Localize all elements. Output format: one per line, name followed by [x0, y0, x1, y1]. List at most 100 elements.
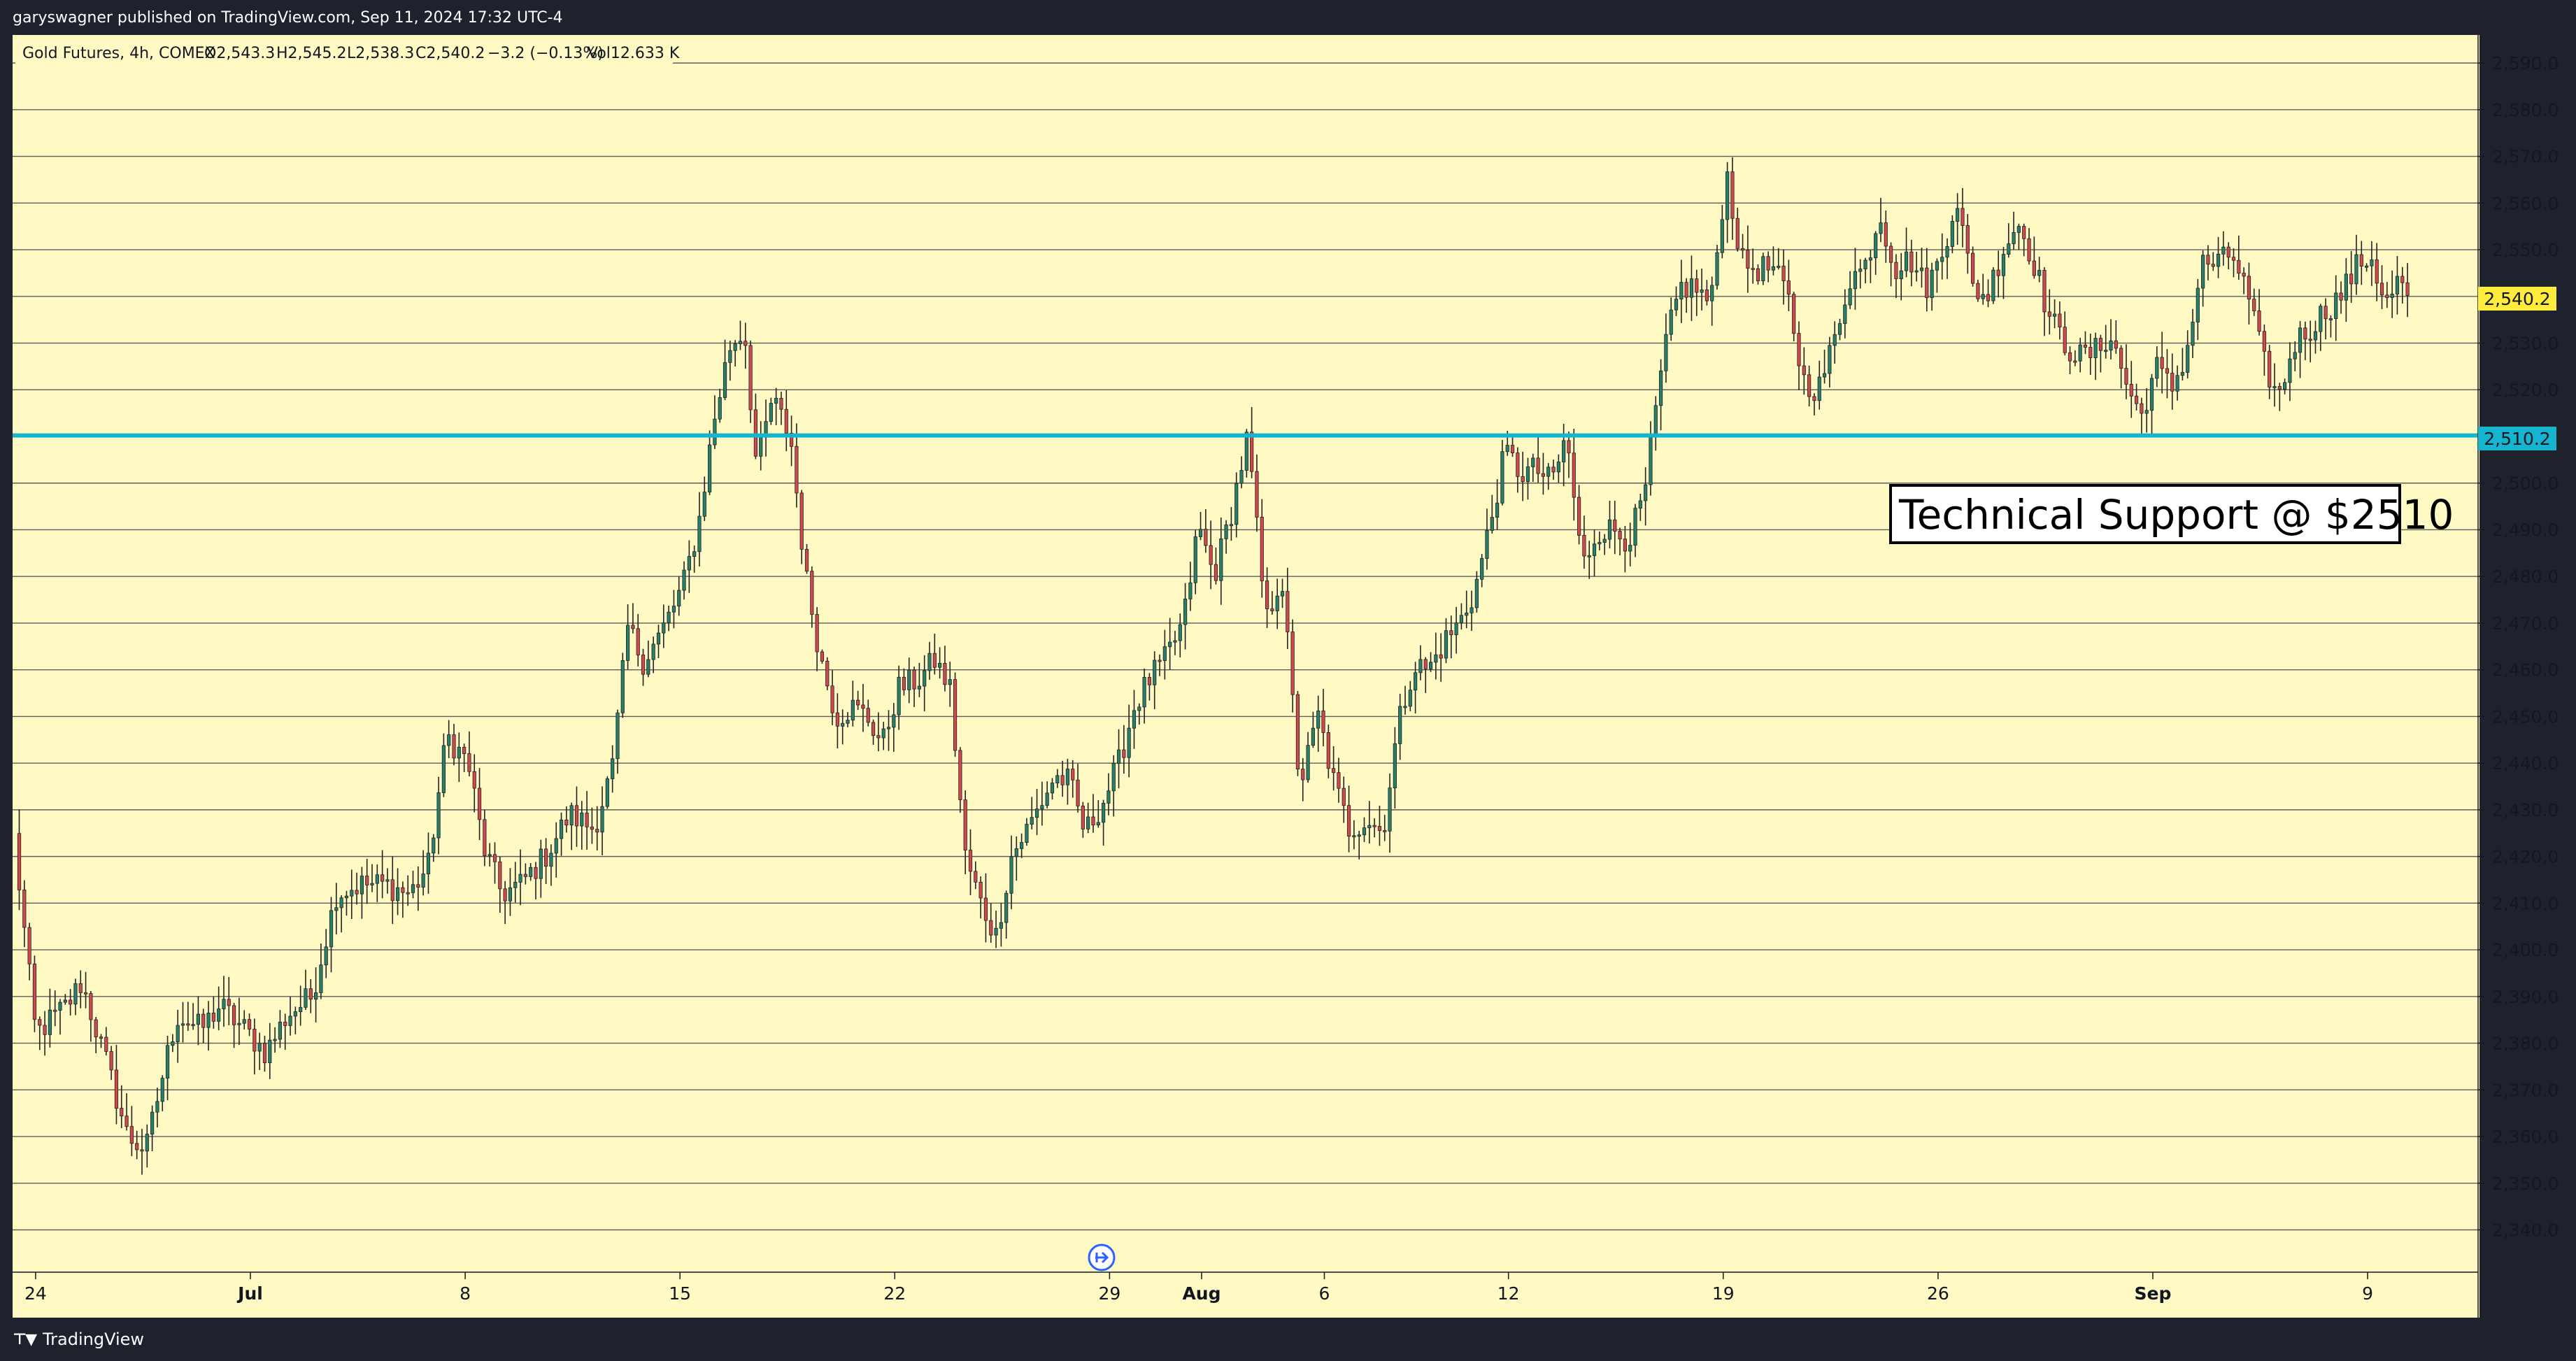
candle-body[interactable] [2354, 254, 2358, 285]
candle-body[interactable] [1868, 257, 1872, 261]
candle-body[interactable] [1746, 250, 1750, 269]
candle-body[interactable] [457, 746, 461, 759]
candle-body[interactable] [1822, 373, 1827, 378]
candle-body[interactable] [78, 983, 83, 993]
candle-body[interactable] [631, 625, 635, 629]
candle-body[interactable] [252, 1029, 257, 1052]
time-axis[interactable]: 24 Jul 8 15 22 29 Aug 6 12 19 26 Sep 9 [13, 1271, 2478, 1304]
candle-body[interactable] [1490, 517, 1494, 531]
candle-body[interactable] [554, 838, 558, 854]
candle-body[interactable] [1935, 261, 1940, 271]
candle-body[interactable] [1352, 835, 1356, 838]
candle-body[interactable] [789, 432, 794, 447]
candle-body[interactable] [1434, 654, 1438, 663]
candle-body[interactable] [1326, 732, 1330, 769]
candle-body[interactable] [1040, 805, 1044, 810]
candle-body[interactable] [477, 788, 482, 820]
candle-body[interactable] [288, 1016, 292, 1026]
candle-body[interactable] [1695, 278, 1699, 293]
candle-body[interactable] [1981, 294, 1985, 299]
candle-body[interactable] [508, 887, 513, 902]
candle-body[interactable] [1311, 727, 1315, 746]
candle-body[interactable] [897, 676, 901, 715]
candle-body[interactable] [1649, 436, 1653, 485]
candle-body[interactable] [948, 679, 952, 685]
candle-body[interactable] [69, 999, 73, 1005]
candle-body[interactable] [1618, 531, 1622, 540]
candle-body[interactable] [1956, 208, 1960, 222]
candle-body[interactable] [2068, 352, 2072, 362]
candle-body[interactable] [242, 1019, 246, 1024]
candle-body[interactable] [1418, 659, 1423, 674]
candle-body[interactable] [1771, 266, 1776, 271]
candle-body[interactable] [861, 704, 865, 709]
candle-body[interactable] [2001, 254, 2006, 276]
candle-body[interactable] [2242, 273, 2246, 277]
candle-body[interactable] [1403, 706, 1407, 708]
candle-body[interactable] [1971, 252, 1975, 284]
candle-body[interactable] [227, 999, 231, 1006]
candle-body[interactable] [759, 436, 763, 457]
annotation-box[interactable] [1889, 484, 2401, 544]
candle-body[interactable] [150, 1111, 155, 1135]
candle-body[interactable] [1280, 591, 1285, 597]
candle-body[interactable] [651, 643, 655, 660]
candle-body[interactable] [191, 1024, 195, 1027]
candle-body[interactable] [886, 727, 891, 729]
candle-body[interactable] [2334, 292, 2338, 319]
candle-body[interactable] [2303, 327, 2307, 340]
candle-body[interactable] [1372, 825, 1376, 827]
candle-body[interactable] [1086, 816, 1090, 829]
candle-body[interactable] [580, 812, 584, 827]
candle-body[interactable] [1393, 743, 1397, 789]
candle-body[interactable] [1577, 497, 1581, 536]
candle-body[interactable] [871, 722, 876, 736]
candle-body[interactable] [574, 805, 579, 827]
candle-body[interactable] [646, 659, 650, 675]
candle-body[interactable] [120, 1108, 124, 1117]
candle-body[interactable] [129, 1126, 134, 1144]
candle-body[interactable] [620, 660, 625, 713]
candle-body[interactable] [2104, 350, 2108, 352]
candle-body[interactable] [1720, 219, 1724, 253]
candle-body[interactable] [2324, 306, 2328, 320]
candle-body[interactable] [467, 753, 471, 772]
candle-body[interactable] [1255, 471, 1259, 518]
candle-body[interactable] [1567, 440, 1571, 454]
candle-body[interactable] [595, 829, 599, 833]
candle-body[interactable] [436, 792, 441, 839]
candle-body[interactable] [1597, 542, 1602, 545]
candle-body[interactable] [145, 1134, 149, 1152]
candle-body[interactable] [2390, 294, 2394, 298]
candle-body[interactable] [2277, 386, 2282, 390]
candle-body[interactable] [1377, 826, 1382, 831]
candle-body[interactable] [779, 398, 783, 410]
candle-body[interactable] [641, 655, 646, 675]
candle-body[interactable] [1521, 476, 1525, 483]
candle-body[interactable] [1209, 545, 1213, 565]
candle-body[interactable] [2149, 378, 2154, 411]
candle-body[interactable] [2093, 338, 2098, 358]
candle-body[interactable] [1904, 251, 1909, 271]
candle-body[interactable] [1244, 432, 1248, 471]
candle-body[interactable] [923, 670, 927, 687]
candle-body[interactable] [1286, 591, 1290, 632]
candle-body[interactable] [2027, 238, 2031, 262]
candle-body[interactable] [411, 884, 415, 893]
candle-body[interactable] [135, 1143, 139, 1150]
candle-body[interactable] [1843, 304, 1847, 325]
candle-body[interactable] [1582, 535, 1586, 557]
candle-body[interactable] [1879, 222, 1883, 234]
candle-body[interactable] [1321, 711, 1325, 733]
candle-body[interactable] [1137, 706, 1141, 711]
candle-body[interactable] [1459, 615, 1464, 624]
candle-body[interactable] [907, 669, 911, 690]
candle-body[interactable] [1414, 672, 1418, 691]
candle-body[interactable] [1863, 259, 1867, 269]
candle-body[interactable] [2012, 232, 2016, 244]
candle-body[interactable] [1188, 582, 1193, 599]
candle-body[interactable] [2165, 368, 2170, 373]
candle-body[interactable] [846, 720, 850, 724]
candle-body[interactable] [2268, 350, 2272, 388]
candle-body[interactable] [1474, 578, 1479, 608]
